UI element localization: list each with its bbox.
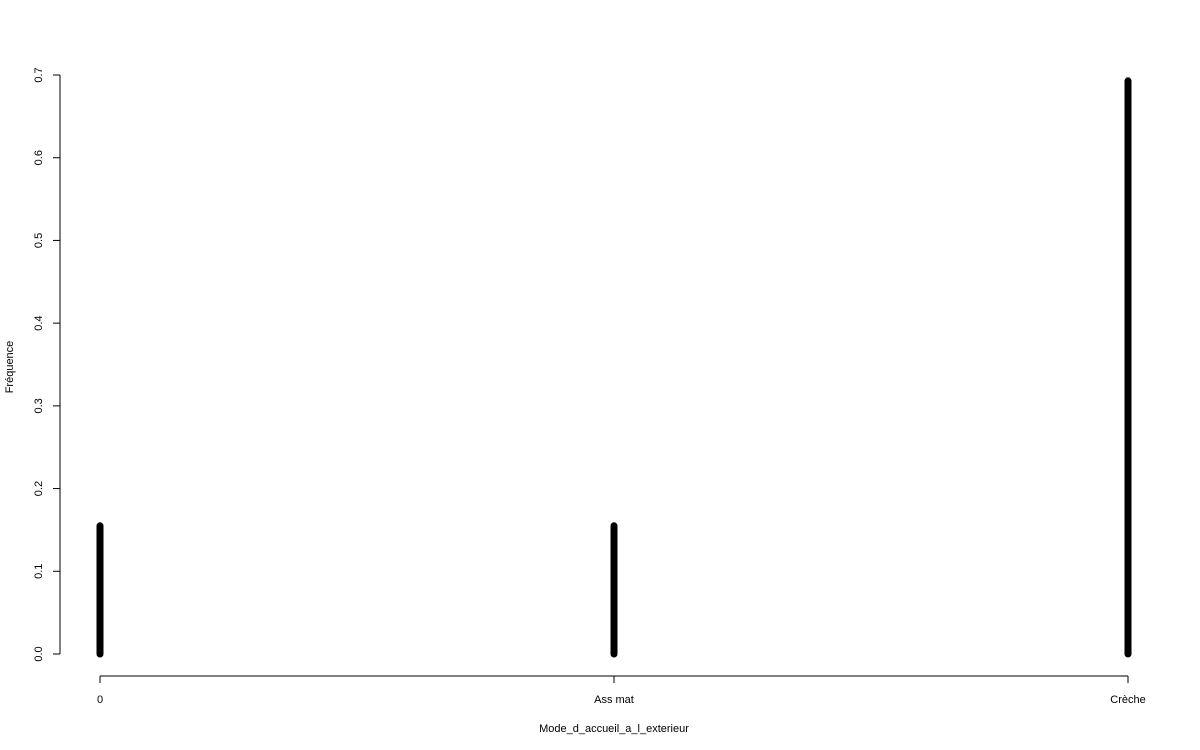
y-tick-label: 0.4 — [33, 315, 45, 330]
y-tick-label: 0.2 — [33, 481, 45, 496]
y-axis-label: Fréquence — [4, 341, 16, 394]
y-tick-label: 0.7 — [33, 67, 45, 82]
x-tick-label: Crèche — [1110, 694, 1145, 706]
y-tick-label: 0.6 — [33, 150, 45, 165]
x-axis-label: Mode_d_accueil_a_l_exterieur — [539, 723, 689, 735]
y-tick-label: 0.1 — [33, 564, 45, 579]
y-axis: 0.0 0.1 0.2 0.3 0.4 0.5 0.6 0.7 — [33, 67, 61, 662]
y-ticks: 0.0 0.1 0.2 0.3 0.4 0.5 0.6 0.7 — [33, 67, 60, 662]
y-tick-label: 0.5 — [33, 233, 45, 248]
bars — [96, 77, 1132, 658]
x-ticks: 0 Ass mat Crèche — [97, 676, 1146, 706]
x-tick-label: Ass mat — [594, 694, 634, 706]
y-tick-label: 0.3 — [33, 398, 45, 413]
x-axis: 0 Ass mat Crèche — [97, 675, 1146, 706]
y-tick-label: 0.0 — [33, 646, 45, 661]
x-tick-label: 0 — [97, 694, 103, 706]
